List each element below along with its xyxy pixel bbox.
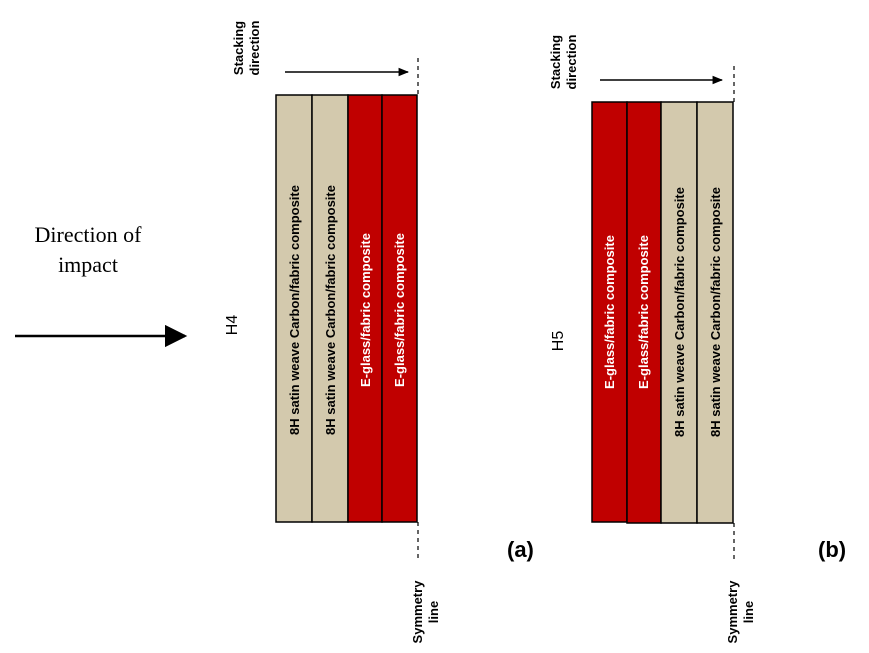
panel-b-code: H5 <box>550 331 567 352</box>
impact-label-line2: impact <box>58 252 118 277</box>
panel-a-layer-4 <box>381 94 418 523</box>
panel-a-layer-1 <box>275 94 313 523</box>
panel-b-layer-2-label: E-glass/fabric composite <box>636 235 651 389</box>
panel-a-layer-2-label: 8H satin weave Carbon/fabric composite <box>323 185 338 435</box>
panel-a-layer-1-label: 8H satin weave Carbon/fabric composite <box>287 185 302 435</box>
panel-a-code: H4 <box>224 315 241 336</box>
panel-a-layer-3 <box>347 94 383 523</box>
panel-a-layer-3-label: E-glass/fabric composite <box>358 233 373 387</box>
panel-b-layer-4 <box>696 101 734 524</box>
panel-b-symmetry-line1: Symmetry <box>725 580 740 644</box>
panel-a-layer-2 <box>311 94 349 523</box>
panel-a-symmetry-line1: Symmetry <box>410 580 425 644</box>
panel-a-tag: (a) <box>507 537 534 562</box>
panel-a-layer-4-label: E-glass/fabric composite <box>392 233 407 387</box>
panel-a: H4 Stacking direction 8H satin weave Car… <box>224 20 534 643</box>
panel-b-stacking-line2: direction <box>564 34 579 89</box>
impact-label-line1: Direction of <box>35 222 143 247</box>
panel-a-symmetry-line2: line <box>426 601 441 623</box>
panel-b-tag: (b) <box>818 537 846 562</box>
panel-b: H5 Stacking direction E-glass/fabric com… <box>548 34 846 643</box>
panel-a-stacking-line1: Stacking <box>231 21 246 75</box>
panel-a-stacking-line2: direction <box>247 20 262 75</box>
panel-b-layer-3 <box>660 101 698 524</box>
panel-b-layer-1-label: E-glass/fabric composite <box>602 235 617 389</box>
panel-b-layer-3-label: 8H satin weave Carbon/fabric composite <box>672 187 687 437</box>
panel-b-layer-4-label: 8H satin weave Carbon/fabric composite <box>708 187 723 437</box>
panel-b-stacking-line1: Stacking <box>548 35 563 89</box>
panel-b-symmetry-line2: line <box>741 601 756 623</box>
